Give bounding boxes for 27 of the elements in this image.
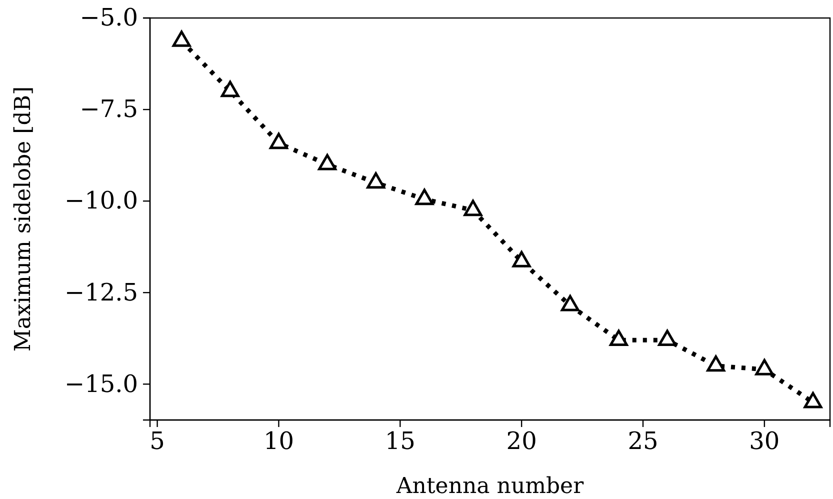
point — [415, 188, 434, 206]
y-tick-label: −5.0 — [80, 4, 138, 32]
y-tick-label: −15.0 — [64, 370, 138, 398]
x-tick-label: 30 — [749, 427, 780, 456]
point — [366, 172, 386, 189]
point — [755, 359, 774, 376]
x-tick-label: 15 — [384, 427, 416, 456]
point — [172, 30, 191, 47]
x-axis-title: Antenna number — [395, 474, 584, 499]
point — [318, 154, 337, 170]
point — [464, 200, 482, 216]
y-tick-label: −12.5 — [64, 278, 138, 306]
point — [560, 294, 580, 312]
x-tick-label: 20 — [506, 427, 537, 456]
y-axis-title: Maximum sidelobe [dB] — [11, 86, 36, 352]
y-tick-label: −7.5 — [80, 95, 138, 124]
point — [269, 132, 288, 150]
point — [706, 355, 726, 372]
y-tick-label: −10.0 — [64, 186, 138, 215]
x-tick-label: 5 — [150, 427, 165, 456]
x-tick-label: 25 — [628, 427, 658, 456]
point — [658, 330, 677, 346]
point — [609, 330, 628, 346]
point — [512, 251, 531, 268]
point — [804, 392, 822, 408]
point — [220, 80, 240, 98]
x-tick-label: 10 — [263, 427, 294, 456]
